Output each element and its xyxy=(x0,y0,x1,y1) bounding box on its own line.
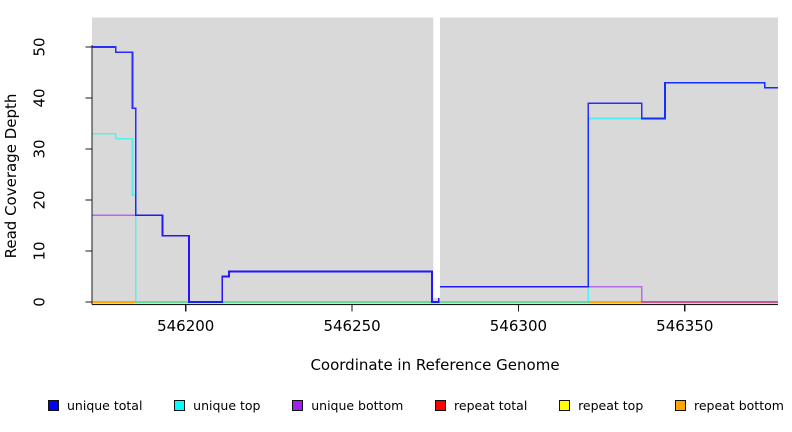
legend-item-unique-total: unique total xyxy=(48,398,142,413)
legend-label: unique bottom xyxy=(311,398,404,413)
legend-label: repeat top xyxy=(578,398,644,413)
y-tick-label: 30 xyxy=(31,139,49,158)
legend-swatch-repeat-total xyxy=(435,400,447,411)
x-tick-label: 546250 xyxy=(323,317,380,335)
x-tick-label: 546300 xyxy=(490,317,547,335)
legend-swatch-repeat-top xyxy=(559,400,571,411)
y-tick-label: 20 xyxy=(31,190,49,209)
x-tick-label: 546200 xyxy=(157,317,214,335)
y-tick-label: 40 xyxy=(31,88,49,107)
legend-label: unique top xyxy=(193,398,261,413)
legend-swatch-unique-bottom xyxy=(292,400,304,411)
y-tick-label: 10 xyxy=(31,241,49,260)
coverage-chart: 546200 546250 546300 546350 0 10 20 30 40 50 Read … xyxy=(2,17,778,335)
legend-swatch-unique-total xyxy=(48,400,59,411)
legend-label: repeat total xyxy=(454,398,528,413)
legend-item-repeat-bottom: repeat bottom xyxy=(675,398,784,413)
legend-label: repeat bottom xyxy=(694,398,784,413)
x-axis-title: Coordinate in Reference Genome xyxy=(310,356,560,374)
legend-swatch-repeat-bottom xyxy=(675,400,686,411)
series-unique-total-line xyxy=(92,46,778,303)
legend-item-repeat-top: repeat top xyxy=(559,398,643,413)
x-tick-label: 546350 xyxy=(656,317,713,335)
y-axis-title: Read Coverage Depth xyxy=(2,94,20,259)
legend: unique total unique top unique bottom repea… xyxy=(48,398,784,413)
legend-item-repeat-total: repeat total xyxy=(435,398,527,413)
legend-label: unique total xyxy=(67,398,143,413)
y-tick-label: 50 xyxy=(31,37,49,56)
y-tick-label: 0 xyxy=(31,297,49,307)
legend-swatch-unique-top xyxy=(174,400,186,411)
masked-region xyxy=(433,17,440,298)
legend-item-unique-top: unique top xyxy=(174,398,260,413)
legend-item-unique-bottom: unique bottom xyxy=(292,398,403,413)
